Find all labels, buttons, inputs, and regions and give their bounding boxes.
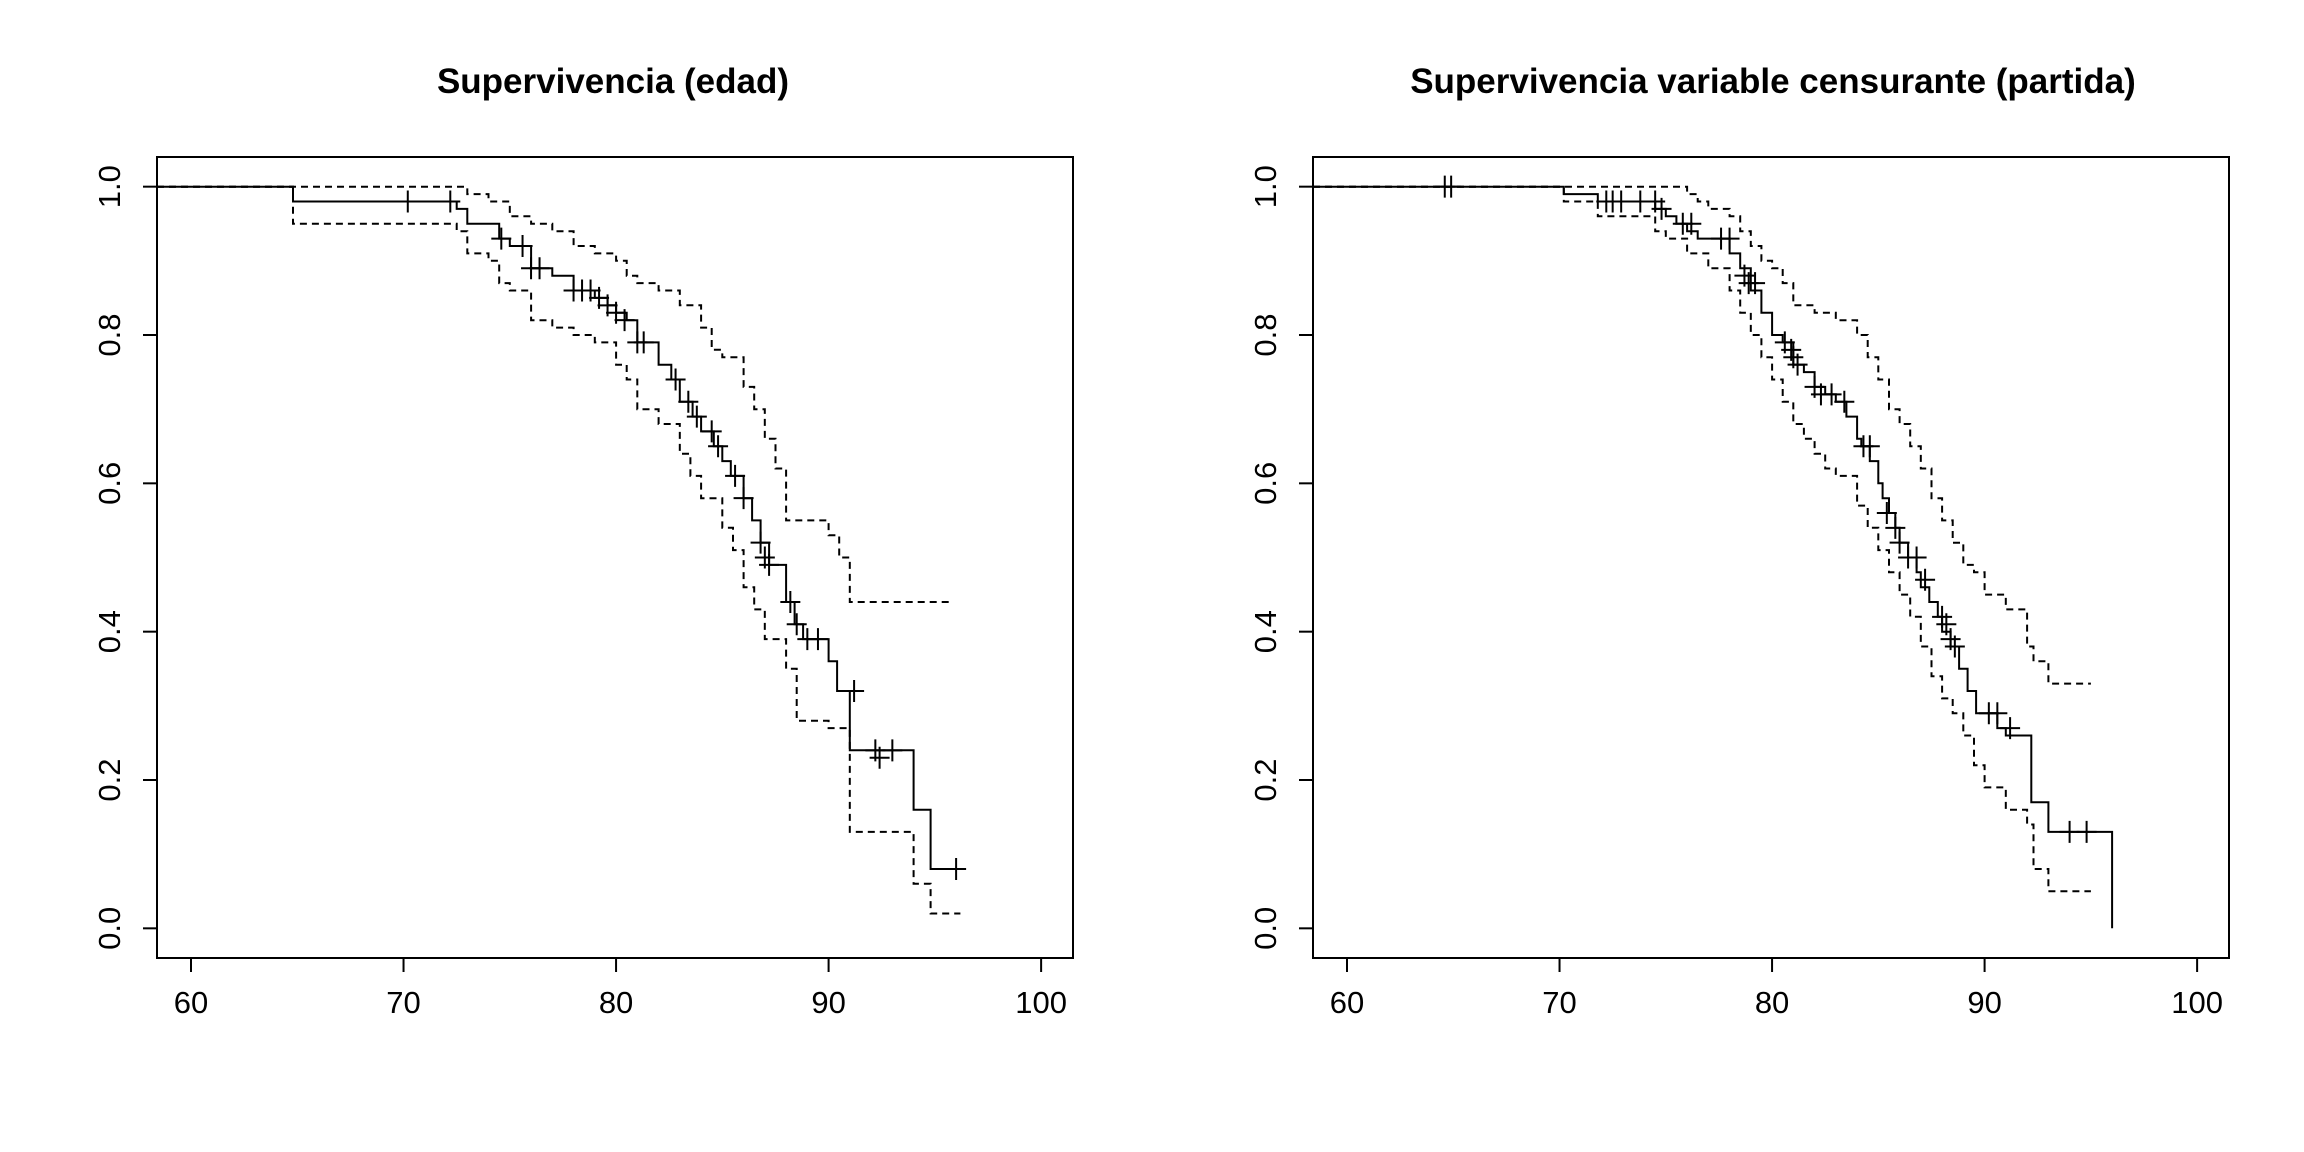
survival-curve-line	[1313, 185, 2114, 929]
censor-mark	[665, 368, 686, 391]
censor-mark	[750, 531, 771, 554]
censor-mark	[1719, 227, 1740, 250]
censor-mark	[1936, 613, 1957, 636]
x-tick-label: 80	[1755, 985, 1789, 1020]
censor-mark	[1834, 390, 1855, 413]
chart-title: Supervivencia (edad)	[437, 62, 789, 101]
censor-mark	[733, 487, 754, 510]
censor-mark	[780, 591, 801, 613]
censor-mark	[440, 190, 461, 213]
censor-mark	[1987, 702, 2008, 725]
y-tick-label: 0.0	[92, 907, 127, 950]
x-tick-label: 80	[599, 985, 633, 1020]
plot-layer: 60 70 80 90 100 0.0 0.2 0.4 0.6 0.8 1.0	[1248, 165, 2223, 1020]
censor-mark	[759, 553, 780, 576]
censor-mark	[869, 746, 890, 769]
x-tick-label: 70	[386, 985, 420, 1020]
survival-curve-line	[157, 185, 961, 870]
plot-frame	[156, 156, 1074, 959]
confidence-band-line	[157, 185, 961, 915]
censor-mark	[1906, 546, 1927, 569]
y-tick-label: 0.8	[92, 313, 127, 356]
plot-frame	[1312, 156, 2230, 959]
chart-panel-survival-censoring: Supervivencia variable censurante (parti…	[1248, 62, 2230, 1020]
censor-mark	[701, 420, 722, 443]
y-tick-label: 0.8	[1248, 313, 1283, 356]
confidence-band-line	[1313, 185, 2091, 685]
censor-mark	[1611, 190, 1632, 213]
censor-mark	[786, 613, 807, 636]
chart-panel-survival-age: Supervivencia (edad) 60 70 80 90 100 0.0 0.2 0.…	[92, 62, 1074, 1020]
censor-mark	[1787, 353, 1808, 376]
y-tick-label: 0.0	[1248, 907, 1283, 950]
y-tick-label: 0.4	[92, 610, 127, 653]
censor-mark	[1745, 272, 1766, 295]
censor-mark	[1681, 212, 1702, 235]
censor-mark	[1821, 383, 1842, 406]
y-tick-label: 1.0	[92, 165, 127, 208]
censor-mark	[807, 628, 828, 651]
censor-mark	[1889, 531, 1910, 554]
censor-mark	[844, 680, 865, 702]
censor-mark	[686, 405, 707, 428]
y-tick-label: 0.6	[92, 462, 127, 505]
censor-mark	[529, 257, 550, 280]
x-tick-label: 90	[811, 985, 845, 1020]
confidence-band-line	[157, 185, 952, 603]
censor-mark	[708, 435, 729, 458]
chart-title: Supervivencia variable censurante (parti…	[1410, 62, 2136, 101]
y-tick-label: 0.6	[1248, 462, 1283, 505]
censor-mark	[512, 235, 533, 257]
censor-mark	[491, 227, 512, 250]
censor-mark	[725, 464, 746, 487]
censor-mark	[614, 309, 635, 332]
x-tick-label: 60	[174, 985, 208, 1020]
censor-mark	[678, 390, 699, 413]
y-tick-label: 1.0	[1248, 165, 1283, 208]
censor-mark	[2059, 820, 2080, 843]
plot-layer: 60 70 80 90 100 0.0 0.2 0.4 0.6 0.8 1.0	[92, 165, 1067, 1020]
censor-mark	[1885, 516, 1906, 539]
confidence-band-line	[1313, 185, 2091, 893]
censor-mark	[1859, 435, 1880, 458]
x-tick-label: 70	[1542, 985, 1576, 1020]
x-tick-label: 100	[1015, 985, 1067, 1020]
censor-mark	[2000, 717, 2021, 740]
censor-mark	[1915, 568, 1936, 591]
censor-mark	[946, 858, 967, 880]
censor-mark	[1651, 197, 1672, 220]
x-tick-label: 90	[1967, 985, 2001, 1020]
censor-mark	[633, 331, 654, 354]
x-tick-label: 60	[1330, 985, 1364, 1020]
y-tick-label: 0.4	[1248, 610, 1283, 653]
censor-mark	[882, 739, 903, 762]
y-tick-label: 0.2	[1248, 758, 1283, 801]
censor-mark	[2076, 820, 2097, 843]
censor-mark	[1944, 635, 1965, 658]
censor-mark	[397, 190, 418, 213]
censor-mark	[1876, 502, 1897, 524]
x-tick-label: 100	[2171, 985, 2223, 1020]
y-tick-label: 0.2	[92, 758, 127, 801]
